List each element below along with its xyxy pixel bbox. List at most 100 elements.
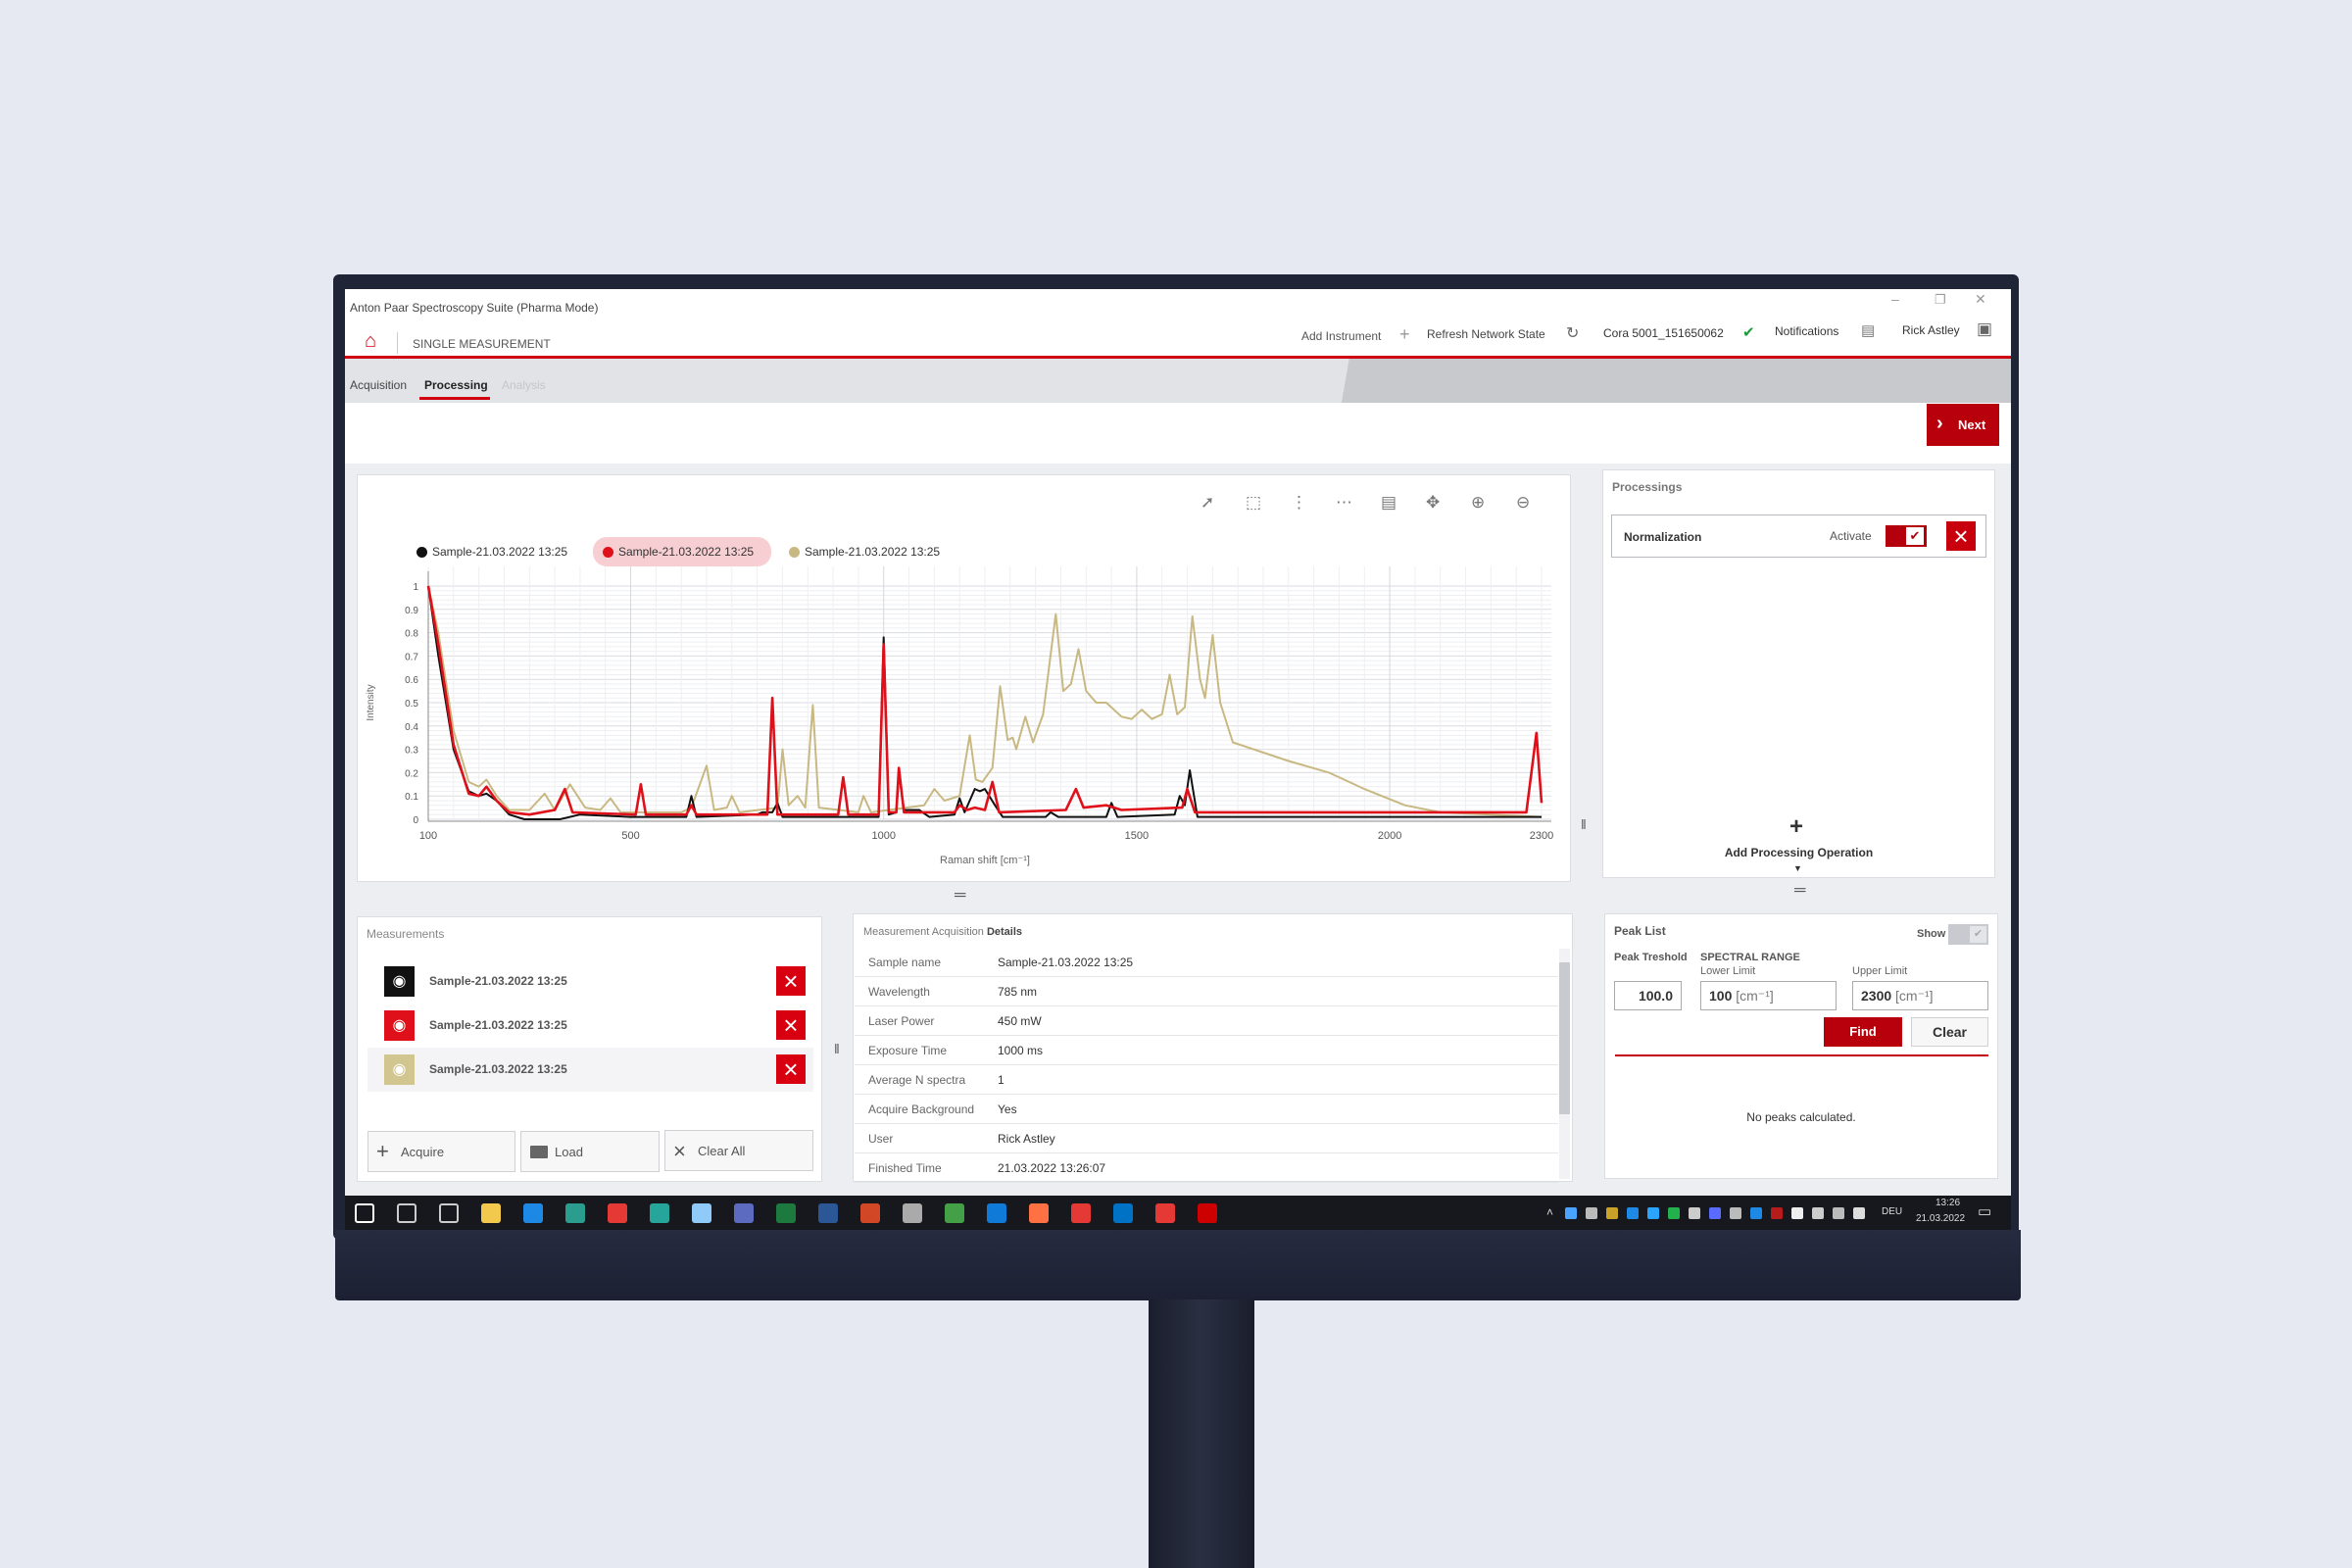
acrobat-icon[interactable]	[1198, 1203, 1217, 1223]
zoom-out-icon[interactable]: ⊖	[1516, 493, 1531, 512]
clear-button[interactable]: Clear	[1911, 1017, 1988, 1047]
activate-toggle[interactable]: ✔	[1886, 525, 1927, 547]
remove-measurement-button[interactable]: ×	[776, 966, 806, 996]
x-tick-label: 2300	[1530, 830, 1553, 842]
app-icon[interactable]	[650, 1203, 669, 1223]
plus-icon[interactable]: +	[1399, 324, 1410, 344]
app-icon[interactable]	[945, 1203, 964, 1223]
firefox-icon[interactable]	[1029, 1203, 1049, 1223]
legend-item[interactable]: Sample-21.03.2022 13:25	[407, 537, 585, 566]
load-button[interactable]: Load	[520, 1131, 660, 1172]
defender-icon[interactable]	[1791, 1207, 1803, 1219]
app-icon[interactable]	[734, 1203, 754, 1223]
show-hidden-icons-button[interactable]: ˄	[1546, 1205, 1554, 1219]
legend-item[interactable]: Sample-21.03.2022 13:25	[779, 537, 957, 566]
spectrum-chart[interactable]: 100 500 1000 1500 2000 2300 0 0.1 0.2 0.3 0.4 0.5 0.…	[358, 475, 1572, 883]
search-icon[interactable]	[397, 1203, 416, 1223]
minimize-button[interactable]: –	[1891, 291, 1899, 307]
measurement-item[interactable]: ◉ Sample-21.03.2022 13:25 ×	[368, 959, 813, 1004]
app-icon[interactable]	[903, 1203, 922, 1223]
horizontal-splitter-handle[interactable]: ═	[1794, 882, 1806, 899]
file-explorer-icon[interactable]	[481, 1203, 501, 1223]
language-indicator[interactable]: DEU	[1882, 1206, 1903, 1217]
clock-date[interactable]: 21.03.2022	[1916, 1213, 1966, 1224]
webex-tray-icon[interactable]	[1709, 1207, 1721, 1219]
wifi-icon[interactable]	[1833, 1207, 1844, 1219]
link-icon[interactable]	[1689, 1207, 1700, 1219]
refresh-icon[interactable]: ↻	[1566, 325, 1580, 342]
meeting-icon[interactable]	[1668, 1207, 1680, 1219]
show-toggle[interactable]: ✔	[1948, 924, 1988, 945]
app-icon[interactable]	[1071, 1203, 1091, 1223]
visibility-toggle[interactable]: ◉	[384, 966, 415, 997]
visibility-toggle[interactable]: ◉	[384, 1010, 415, 1041]
bluetooth-icon[interactable]	[1750, 1207, 1762, 1219]
chrome-icon[interactable]	[608, 1203, 627, 1223]
app-tray-icon[interactable]	[1771, 1207, 1783, 1219]
vertical-splitter-handle[interactable]: ‖	[1581, 816, 1587, 832]
restore-button[interactable]: ❐	[1935, 292, 1946, 307]
plus-icon[interactable]: +	[1789, 813, 1804, 840]
horizontal-splitter-handle[interactable]: ═	[955, 887, 966, 904]
instrument-status[interactable]: Cora 5001_151650062	[1603, 326, 1724, 340]
select-x-icon[interactable]: ⋮	[1291, 493, 1307, 512]
pan-icon[interactable]: ✥	[1426, 493, 1441, 512]
select-box-icon[interactable]: ⬚	[1246, 493, 1262, 512]
update-icon[interactable]	[1730, 1207, 1741, 1219]
pointer-icon[interactable]: ➚	[1200, 493, 1215, 512]
outlook-icon[interactable]	[1113, 1203, 1133, 1223]
battery-icon[interactable]	[1812, 1207, 1824, 1219]
legend-item[interactable]: Sample-21.03.2022 13:25	[593, 537, 771, 566]
vpn-icon[interactable]	[1606, 1207, 1618, 1219]
export-icon[interactable]: ▤	[1381, 493, 1397, 512]
find-button[interactable]: Find	[1824, 1017, 1902, 1047]
app-icon[interactable]	[692, 1203, 711, 1223]
add-processing-operation-button[interactable]: Add Processing Operation	[1724, 846, 1874, 859]
clock-time[interactable]: 13:26	[1936, 1198, 1961, 1208]
maps-icon[interactable]	[523, 1203, 543, 1223]
webex-icon[interactable]	[987, 1203, 1006, 1223]
measurement-item[interactable]: ◉ Sample-21.03.2022 13:25 ×	[368, 1048, 813, 1092]
usb-icon[interactable]	[1586, 1207, 1597, 1219]
zoom-in-icon[interactable]: ⊕	[1471, 493, 1486, 512]
user-name[interactable]: Rick Astley	[1902, 323, 1960, 337]
tab-processing[interactable]: Processing	[424, 378, 488, 392]
word-icon[interactable]	[818, 1203, 838, 1223]
remove-measurement-button[interactable]: ×	[776, 1010, 806, 1040]
tab-acquisition[interactable]: Acquisition	[350, 378, 408, 392]
refresh-network-button[interactable]: Refresh Network State	[1427, 327, 1545, 341]
lower-limit-input[interactable]: 100 [cm⁻¹]	[1700, 981, 1837, 1010]
user-card-icon[interactable]: ▣	[1977, 319, 1993, 338]
acquire-button[interactable]: + Acquire	[368, 1131, 515, 1172]
volume-icon[interactable]	[1853, 1207, 1865, 1219]
onedrive-icon[interactable]	[1565, 1207, 1577, 1219]
remove-processing-button[interactable]: ×	[1946, 521, 1976, 551]
notifications-icon[interactable]: ▤	[1861, 322, 1876, 339]
security-icon[interactable]	[1647, 1207, 1659, 1219]
vertical-splitter-handle[interactable]: ‖	[834, 1041, 840, 1056]
excel-icon[interactable]	[776, 1203, 796, 1223]
edge-icon[interactable]	[565, 1203, 585, 1223]
notifications-button[interactable]: Notifications	[1775, 324, 1839, 338]
remove-measurement-button[interactable]: ×	[776, 1054, 806, 1084]
clear-all-button[interactable]: × Clear All	[664, 1130, 813, 1171]
select-y-icon[interactable]: ⋯	[1336, 493, 1352, 512]
home-icon[interactable]: ⌂	[365, 330, 377, 352]
visibility-toggle[interactable]: ◉	[384, 1054, 415, 1085]
upper-limit-input[interactable]: 2300 [cm⁻¹]	[1852, 981, 1988, 1010]
app-icon[interactable]	[1155, 1203, 1175, 1223]
next-button[interactable]: › Next	[1927, 404, 1999, 446]
outlook-tray-icon[interactable]	[1627, 1207, 1639, 1219]
task-view-icon[interactable]	[439, 1203, 459, 1223]
close-button[interactable]: ✕	[1975, 291, 1986, 307]
scrollbar[interactable]	[1559, 949, 1570, 1179]
peak-threshold-input[interactable]: 100.0	[1614, 981, 1682, 1010]
measurements-panel: Measurements ◉ Sample-21.03.2022 13:25 × ◉ S…	[357, 916, 822, 1182]
powerpoint-icon[interactable]	[860, 1203, 880, 1223]
x-tick-label: 1000	[871, 830, 895, 842]
measurement-item[interactable]: ◉ Sample-21.03.2022 13:25 ×	[368, 1004, 813, 1048]
action-center-icon[interactable]: ▭	[1978, 1203, 1992, 1220]
windows-start-icon[interactable]	[355, 1203, 374, 1223]
scrollbar-thumb[interactable]	[1559, 962, 1570, 1114]
add-instrument-button[interactable]: Add Instrument	[1301, 329, 1382, 343]
